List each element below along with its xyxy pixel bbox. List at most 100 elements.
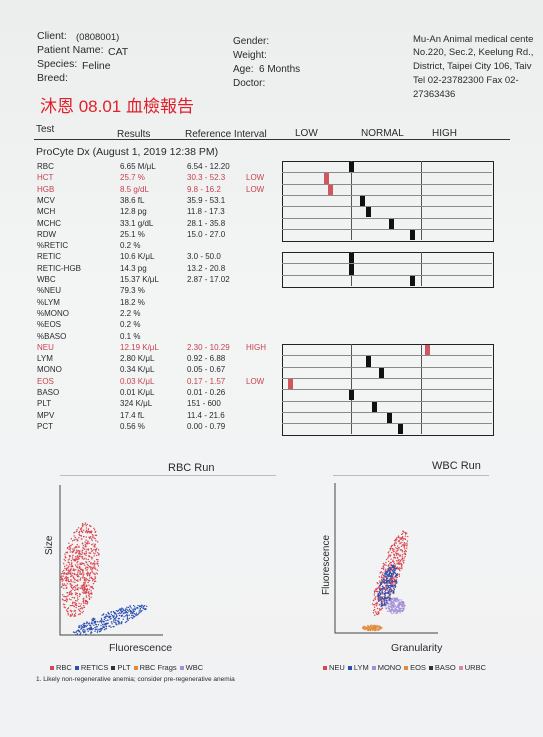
grid-row-line [282, 377, 492, 379]
test-name: EOS [37, 376, 54, 386]
test-result: 0.03 K/μL [120, 376, 155, 386]
table-row: %EOS 0.2 % [0, 319, 543, 330]
legend-swatch [458, 666, 463, 670]
test-flag: LOW [246, 173, 265, 183]
range-marker [349, 264, 355, 275]
legend-label: WBC [185, 663, 204, 672]
test-result: 0.01 K/μL [120, 388, 155, 397]
retics-cluster [72, 604, 148, 636]
legend-swatch [111, 666, 116, 670]
col-ref: Reference Interval [185, 129, 267, 140]
test-result: 17.4 fL [120, 410, 145, 420]
test-name: MPV [37, 410, 55, 420]
lym-cluster [377, 564, 399, 608]
test-reference: 28.1 - 35.8 [187, 218, 226, 228]
test-name: %RETIC [37, 241, 69, 251]
test-name: RETIC [37, 252, 61, 262]
legend-swatch [323, 666, 327, 670]
legend-swatch [133, 666, 138, 670]
legend-label: RBC [56, 663, 72, 672]
wbc-ylabel: Fluorescence [321, 534, 332, 595]
table-row: LYM 2.80 K/μL 0.92 - 6.88 [0, 353, 543, 364]
test-result: 2.80 K/μL [120, 354, 155, 364]
wbc-legend: NEU LYM MONO EOS BASO URBC [320, 663, 486, 672]
legend-label: RBC Frags [139, 663, 177, 672]
rbc-run-title: RBC Run [168, 462, 215, 474]
test-name: %LYM [37, 297, 60, 307]
age-label: Age: [233, 64, 254, 75]
table-row: PLT 324 K/μL 151 - 600 [0, 398, 543, 409]
test-reference: 0.05 - 0.67 [187, 365, 226, 375]
test-reference: 151 - 600 [187, 399, 221, 409]
table-row: HCT 25.7 % 30.3 - 52.3 LOW [0, 172, 543, 183]
range-marker [366, 356, 371, 367]
client-label: Client: [37, 30, 67, 42]
clinic-line3: District, Taipei City 106, Taiv [413, 61, 532, 72]
legend-label: NEU [329, 663, 345, 672]
patient-label: Patient Name: [37, 44, 104, 56]
col-high: HIGH [432, 128, 457, 139]
test-name: NEU [37, 342, 54, 352]
test-name: PCT [37, 421, 53, 431]
legend-label: MONO [377, 663, 402, 672]
range-grid [282, 161, 494, 243]
test-flag: LOW [246, 184, 265, 194]
test-result: 33.1 g/dL [120, 218, 154, 228]
test-result: 0.34 K/μL [120, 365, 155, 375]
rbc-scatter-plot [59, 485, 163, 636]
breed-label: Breed: [37, 72, 68, 84]
test-name: RDW [37, 229, 57, 239]
test-reference: 0.17 - 1.57 [187, 376, 226, 386]
test-name: MCHC [37, 218, 61, 228]
legend-swatch [347, 666, 352, 670]
range-marker [410, 229, 416, 241]
table-row: MCV 38.6 fL 35.9 - 53.1 [0, 195, 543, 206]
test-result: 12.8 pg [120, 207, 147, 217]
test-result: 2.2 % [120, 308, 141, 318]
footnote: 1. Likely non-regenerative anemia; consi… [36, 676, 235, 683]
wbc-run-title: WBC Run [432, 460, 481, 472]
test-result: 6.65 M/μL [120, 162, 156, 171]
grid-divider [350, 161, 352, 241]
col-test: Test [36, 124, 55, 135]
legend-swatch [371, 666, 376, 670]
test-name: MCH [37, 207, 56, 217]
range-marker [328, 184, 334, 195]
header-rule [34, 139, 510, 140]
grid-row-line [282, 400, 492, 402]
range-marker [410, 275, 416, 286]
test-result: 12.19 K/μL [120, 342, 159, 352]
test-name: MCV [37, 195, 55, 205]
test-reference: 9.8 - 16.2 [187, 184, 221, 194]
test-reference: 0.00 - 0.79 [187, 421, 226, 431]
range-marker [378, 367, 384, 378]
test-reference: 11.4 - 21.6 [187, 410, 225, 420]
test-reference: 0.01 - 0.26 [187, 388, 226, 397]
range-marker [387, 412, 392, 424]
test-result: 15.37 K/μL [120, 275, 159, 284]
range-marker [349, 390, 355, 401]
range-grid [282, 344, 494, 437]
table-row: %BASO 0.1 % [0, 331, 543, 342]
eos-cluster [362, 624, 383, 632]
grid-row-line [282, 228, 492, 230]
test-result: 0.56 % [120, 421, 145, 431]
test-result: 14.3 pg [120, 263, 147, 273]
col-results: Results [117, 129, 151, 140]
range-marker [397, 424, 403, 435]
procyte-title: ProCyte Dx (August 1, 2019 12:38 PM) [36, 146, 219, 158]
range-marker [366, 207, 371, 218]
plot-axes [59, 485, 163, 636]
legend-label: PLT [117, 663, 131, 672]
report-title-cn: 沐恩 08.01 血檢報告 [40, 97, 194, 116]
legend-label: LYM [353, 663, 369, 672]
table-row: HGB 8.5 g/dL 9.8 - 16.2 LOW [0, 184, 543, 195]
test-flag: LOW [246, 376, 265, 386]
table-row: RBC 6.65 M/μL 6.54 - 12.20 [0, 161, 543, 172]
table-row: NEU 12.19 K/μL 2.30 - 10.29 HIGH [0, 342, 543, 353]
test-reference: 2.87 - 17.02 [187, 275, 230, 284]
test-result: 79.3 % [120, 286, 145, 296]
table-row: EOS 0.03 K/μL 0.17 - 1.57 LOW [0, 376, 543, 387]
test-flag: HIGH [246, 342, 266, 352]
wbc-scatter-plot [334, 483, 438, 634]
